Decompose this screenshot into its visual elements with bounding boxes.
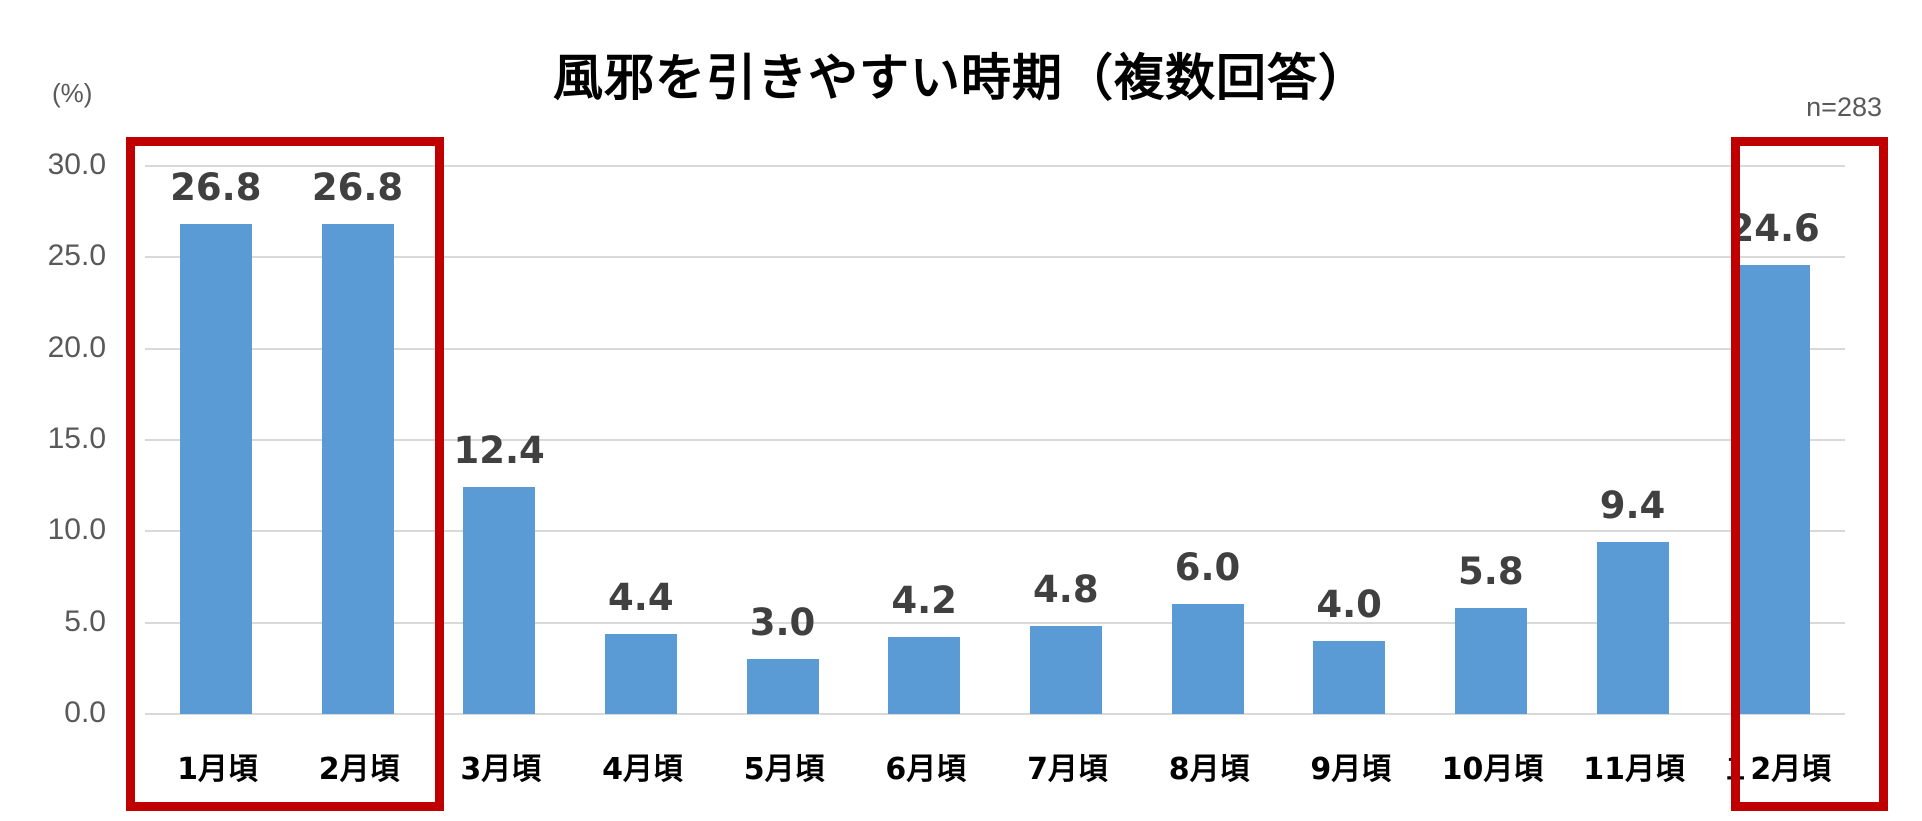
x-tick-label: 11月頃 — [1583, 752, 1686, 787]
value-label: 24.6 — [1728, 206, 1820, 250]
y-tick-label: 30.0 — [47, 148, 106, 181]
value-label: 4.2 — [891, 579, 957, 623]
x-tick-label: 3月頃 — [460, 752, 542, 787]
value-label: 6.0 — [1174, 546, 1241, 590]
bar — [888, 637, 961, 714]
gridline — [145, 347, 1845, 350]
gridline — [145, 530, 1845, 533]
value-label: 9.4 — [1599, 484, 1666, 528]
highlight-box — [1731, 137, 1888, 811]
gridline — [145, 621, 1845, 624]
bar — [463, 487, 536, 714]
value-label: 4.8 — [1033, 568, 1099, 612]
value-label: 26.8 — [311, 166, 404, 210]
y-axis-unit: (%) — [52, 78, 93, 108]
x-tick-label: 5月頃 — [743, 752, 825, 787]
x-tick-label: 10月頃 — [1441, 752, 1544, 787]
plot-area: 26.8 26.8 12.4 4.4 3.0 4.2 4.8 6.0 4.0 5.8 9.4 24.6 — [145, 165, 1845, 715]
value-label: 5.8 — [1458, 550, 1524, 594]
bar — [1313, 640, 1386, 714]
bar — [1738, 264, 1811, 714]
x-tick-label: 6月頃 — [885, 752, 967, 787]
y-tick-label: 25.0 — [47, 239, 106, 273]
gridline — [145, 713, 1845, 715]
gridline — [145, 165, 1845, 167]
bar — [321, 224, 394, 714]
y-tick-label: 0.0 — [64, 696, 106, 729]
x-tick-label: 4月頃 — [602, 752, 683, 787]
gridline — [145, 256, 1845, 259]
bar — [1454, 608, 1527, 714]
bar — [1029, 626, 1102, 714]
gridline — [145, 439, 1845, 441]
y-tick-label: 15.0 — [47, 422, 106, 455]
value-label: 3.0 — [749, 601, 816, 645]
sample-size-label: n=283 — [1806, 92, 1882, 122]
bar — [179, 224, 252, 714]
bar — [746, 659, 819, 714]
value-label: 26.8 — [170, 166, 262, 210]
x-tick-label: 1月頃 — [177, 752, 258, 787]
value-label: 4.4 — [608, 575, 674, 619]
bar — [1171, 604, 1244, 714]
y-tick-label: 5.0 — [64, 604, 106, 638]
value-label: 12.4 — [453, 429, 545, 473]
x-tick-label: 9月頃 — [1310, 752, 1392, 787]
highlight-box — [126, 137, 444, 811]
x-tick-label: 2月頃 — [318, 752, 400, 787]
value-label: 4.0 — [1316, 582, 1382, 626]
bar — [1596, 542, 1669, 714]
y-tick-label: 20.0 — [47, 330, 106, 364]
chart-title: 風邪を引きやすい時期（複数回答） — [553, 49, 1369, 107]
x-tick-label: 8月頃 — [1168, 752, 1250, 787]
bar — [604, 633, 677, 714]
y-tick-label: 10.0 — [47, 513, 106, 547]
x-tick-label: 7月頃 — [1027, 752, 1108, 787]
